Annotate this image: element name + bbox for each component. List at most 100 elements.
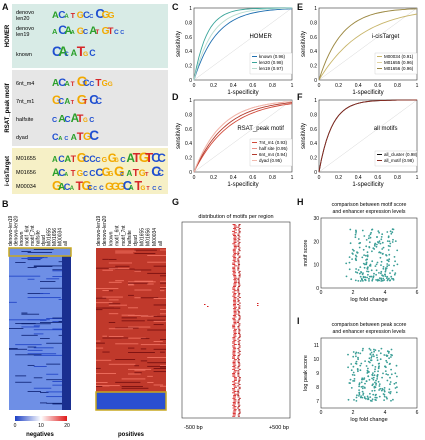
scatter-point (354, 362, 357, 365)
logo-letter: G (77, 26, 84, 37)
motif-mark (233, 359, 237, 361)
motif-mark (238, 339, 241, 341)
scatter-point (384, 267, 387, 270)
scatter-point (379, 352, 382, 355)
logo-letter: C (95, 6, 104, 21)
heatmap-row (140, 344, 166, 346)
heatmap-row (128, 281, 156, 283)
motif-mark (232, 363, 236, 365)
logo-letter: G (83, 131, 91, 143)
legend-tick-10: 10 (38, 423, 44, 429)
roc-curve (193, 7, 293, 81)
heatmap-row (147, 283, 154, 285)
scatter-y-tick: 7 (316, 399, 319, 405)
scatter-point (374, 368, 376, 371)
motif-mark (238, 302, 241, 304)
logo-letter: A (70, 185, 75, 192)
logo-letter: C (83, 78, 90, 88)
motif-mark (238, 286, 241, 287)
motif-mark (237, 251, 240, 253)
scatter-point (364, 276, 367, 279)
distribution-frame (181, 221, 291, 419)
motif-mark (237, 304, 240, 305)
motif-mark (232, 248, 236, 250)
heatmap-row (147, 365, 166, 367)
motif-name-halfsite: halfsite (16, 117, 33, 123)
motif-mark (237, 240, 240, 242)
heatmap-row (46, 402, 63, 404)
panel-label-c: C (172, 2, 179, 12)
roc-y-tick: 0.4 (185, 49, 192, 55)
scatter-point (365, 262, 368, 265)
roc-y-tick: 0.8 (185, 20, 192, 26)
logo-letter: C (151, 163, 161, 179)
motif-name-denovo-len20-line2: len20 (16, 16, 29, 22)
roc-y-tick: 0.8 (310, 112, 317, 118)
heatmap-row (121, 320, 145, 322)
motif-mark (233, 252, 237, 254)
roc-title: i-cisTarget (372, 34, 400, 40)
scatter-point (394, 260, 396, 263)
motif-mark (233, 309, 237, 311)
roc-y-tick: 0.8 (310, 20, 317, 26)
group-label-icistarget: i-cisTarget (5, 156, 11, 186)
roc-y-tick: 0.6 (185, 35, 192, 41)
heatmap-row (153, 371, 166, 373)
heatmap-row (121, 386, 143, 387)
scatter-point (365, 239, 368, 241)
heatmap-row (147, 319, 166, 321)
scatter-point (389, 242, 392, 245)
roc-x-tick: 0.2 (335, 175, 342, 181)
scatter-point (395, 391, 398, 394)
scatter-point (389, 391, 392, 393)
heatmap-row (33, 333, 44, 335)
scatter-point (366, 268, 369, 270)
scatter-h-plot: 0 2 4 6 0 10 20 30 log fold change motif score (303, 216, 419, 303)
scatter-point (363, 254, 365, 256)
heatmap-row (160, 351, 165, 353)
motif-name-denovo-len19-line1: denovo (16, 26, 34, 32)
heatmap-row (128, 352, 155, 353)
heatmap-col-label: all (63, 241, 69, 246)
legend-tick-20: 20 (64, 423, 70, 429)
roc-x-tick: 0.4 (355, 83, 362, 89)
heatmap-row (147, 255, 166, 256)
scatter-point (348, 261, 351, 264)
scatter-point (357, 356, 359, 359)
scatter-point (357, 358, 359, 361)
scatter-point (366, 258, 368, 261)
scatter-point (361, 378, 364, 380)
motif-mark (233, 306, 237, 308)
logo-letter: C (120, 155, 126, 164)
scatter-point (365, 254, 367, 257)
scatter-point (375, 263, 378, 266)
motif-mark (237, 371, 240, 373)
motif-mark (238, 342, 241, 344)
motif-mark (237, 414, 240, 416)
scatter-y-tick: 11 (314, 343, 319, 349)
heatmap-row (46, 391, 63, 393)
scatter-point (360, 381, 363, 384)
motif-mark (232, 397, 236, 399)
heatmap-row (46, 318, 71, 319)
heatmap-row (52, 270, 71, 272)
scatter-point (358, 382, 361, 385)
motif-mark (233, 284, 237, 286)
scatter-point (367, 360, 370, 363)
logo-letter: T (71, 169, 76, 178)
heatmap-row (128, 283, 134, 285)
motif-name-known: known (16, 52, 32, 58)
heatmap-row (9, 301, 17, 303)
heatmap-row (115, 359, 136, 360)
heatmap-col-label: denovo-len19 (8, 215, 14, 246)
scatter-point (384, 275, 387, 277)
logo-letter: C (58, 154, 65, 164)
motif-mark (233, 399, 237, 401)
logo-letter: C (93, 186, 97, 192)
scatter-point (358, 395, 360, 397)
heatmap-row (134, 289, 152, 291)
motif-mark (233, 276, 237, 278)
heatmap-row (134, 249, 157, 251)
motif-mark (238, 411, 241, 413)
roc-x-tick: 1 (291, 83, 294, 89)
